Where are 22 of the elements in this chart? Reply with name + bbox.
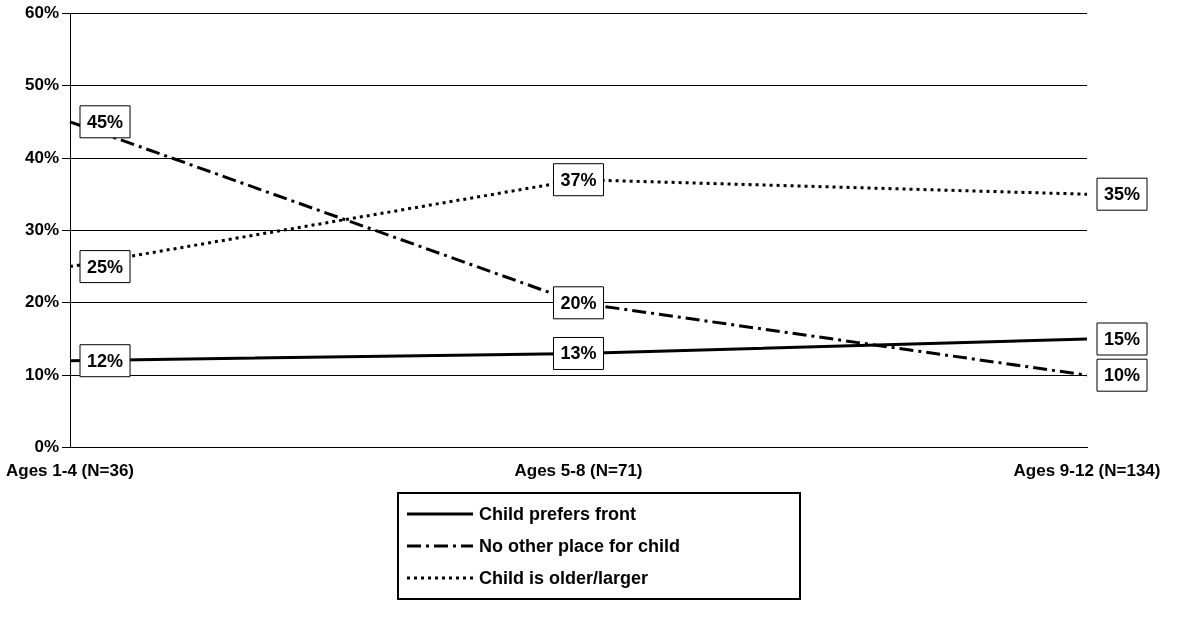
y-tick-label: 10% [24, 364, 60, 384]
x-tick-label: Ages 1-4 (N=36) [6, 461, 135, 481]
data-label: 15% [1104, 328, 1141, 349]
data-label: 13% [560, 343, 597, 364]
x-tick-label: Ages 5-8 (N=71) [514, 461, 643, 481]
data-label: 37% [560, 169, 597, 190]
data-label: 12% [87, 350, 124, 371]
data-label: 20% [560, 292, 597, 313]
x-tick-label: Ages 9-12 (N=134) [1013, 461, 1161, 481]
y-tick-label: 40% [24, 147, 60, 167]
y-tick-label: 30% [24, 220, 60, 240]
legend-label: No other place for child [479, 535, 681, 557]
data-label: 45% [87, 111, 124, 132]
y-tick-label: 60% [24, 2, 60, 22]
legend-label: Child prefers front [479, 503, 637, 525]
legend-label: Child is older/larger [479, 567, 649, 589]
y-tick-label: 50% [24, 75, 60, 95]
data-label: 10% [1104, 365, 1141, 386]
data-label: 35% [1104, 184, 1141, 205]
data-label: 25% [87, 256, 124, 277]
y-tick-label: 0% [34, 437, 60, 457]
y-tick-label: 20% [24, 292, 60, 312]
